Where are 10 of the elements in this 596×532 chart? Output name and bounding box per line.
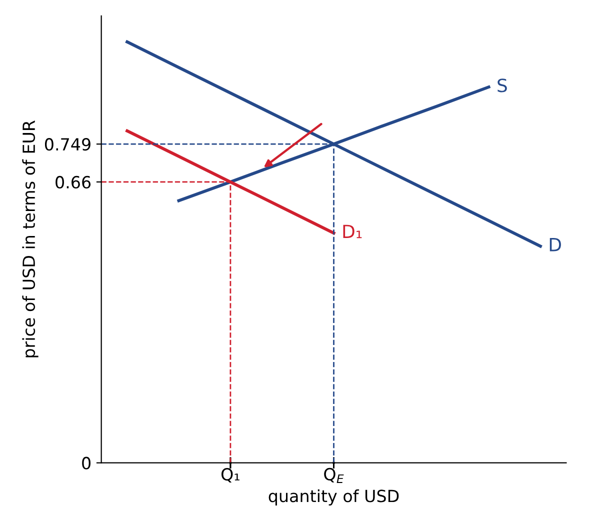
series-label: D xyxy=(550,238,561,252)
series-label: S xyxy=(498,78,507,92)
y-axis-title: price of USD in terms of EUR xyxy=(22,120,38,358)
y-tick-label: 0.66 xyxy=(56,176,91,189)
series-label: D₁ xyxy=(343,224,362,238)
x-axis-title: quantity of USD xyxy=(268,489,399,506)
x-tick-label: Q₁ xyxy=(221,468,240,483)
y-tick-label: 0 xyxy=(82,456,90,470)
y-tick-label: 0.749 xyxy=(44,138,90,151)
x-tick-label: Q$_{E}$ xyxy=(324,468,344,483)
